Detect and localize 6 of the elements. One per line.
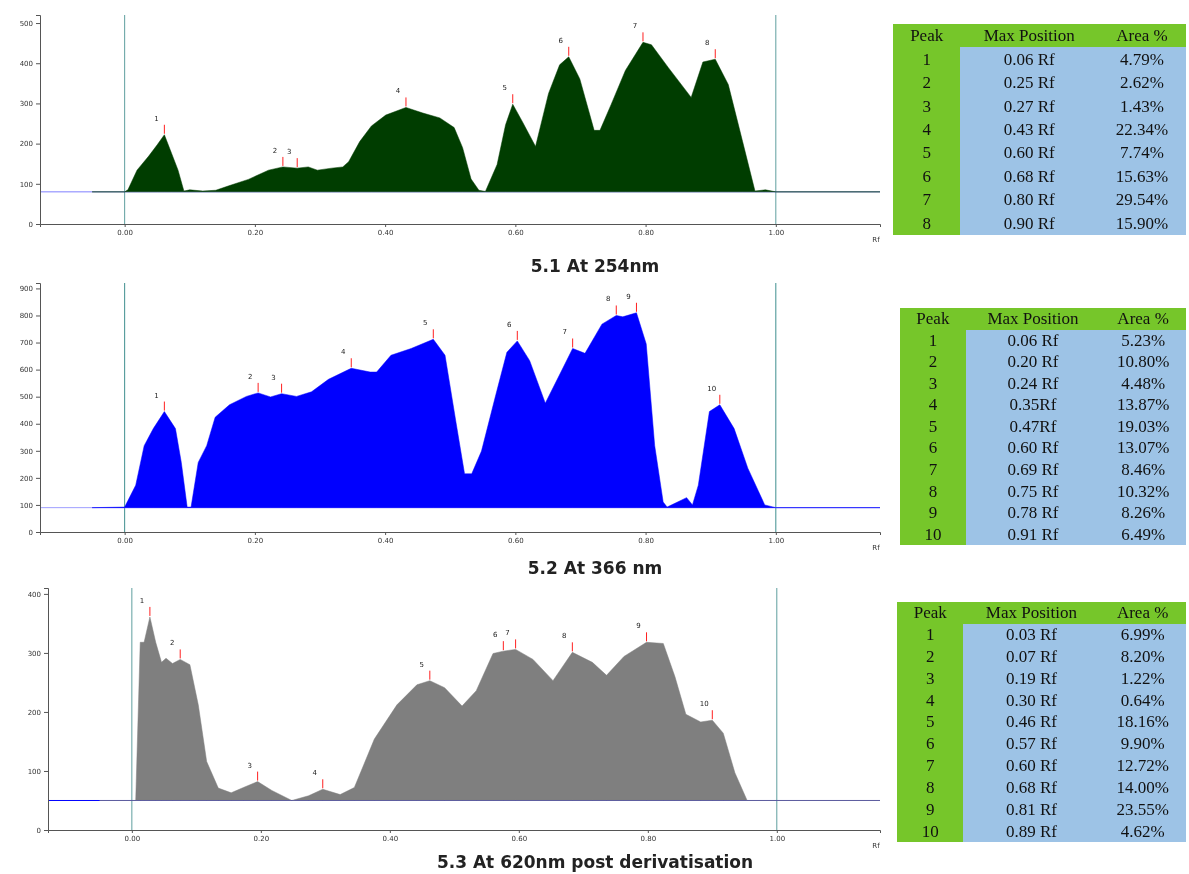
peak-table: Peak Max Position Area % 1 0.06 Rf 5.23% 2 0.20 Rf 10.80% 3 0.24 Rf 4.48% 4 0.35Rf 13.87% 5 0.47Rf 19.03% 6 0.60 Rf 13.07% 7 0.69 Rf 8.46% 8 0.75 Rf 10.32% 9 0.78 Rf 8.26% 10 0.91 Rf 6.49%: [900, 308, 1186, 545]
text: 5.2 At 366 nm: [527, 558, 663, 578]
text: 5.1 At 254nm: [530, 256, 660, 276]
text: 5.3 At 620nm post derivatisation: [436, 852, 754, 872]
peak-table: Peak Max Position Area % 1 0.06 Rf 4.79% 2 0.25 Rf 2.62% 3 0.27 Rf 1.43% 4 0.43 Rf 22.34% 5 0.60 Rf 7.74% 6 0.68 Rf 15.63% 7 0.80 Rf 29.54% 8 0.90 Rf 15.90%: [893, 24, 1186, 235]
peak-table: Peak Max Position Area % 1 0.03 Rf 6.99% 2 0.07 Rf 8.20% 3 0.19 Rf 1.22% 4 0.30 Rf 0.64% 5 0.46 Rf 18.16% 6 0.57 Rf 9.90% 7 0.60 Rf 12.72% 8 0.68 Rf 14.00% 9 0.81 Rf 23.55% 10 0.89 Rf 4.62%: [897, 602, 1186, 842]
